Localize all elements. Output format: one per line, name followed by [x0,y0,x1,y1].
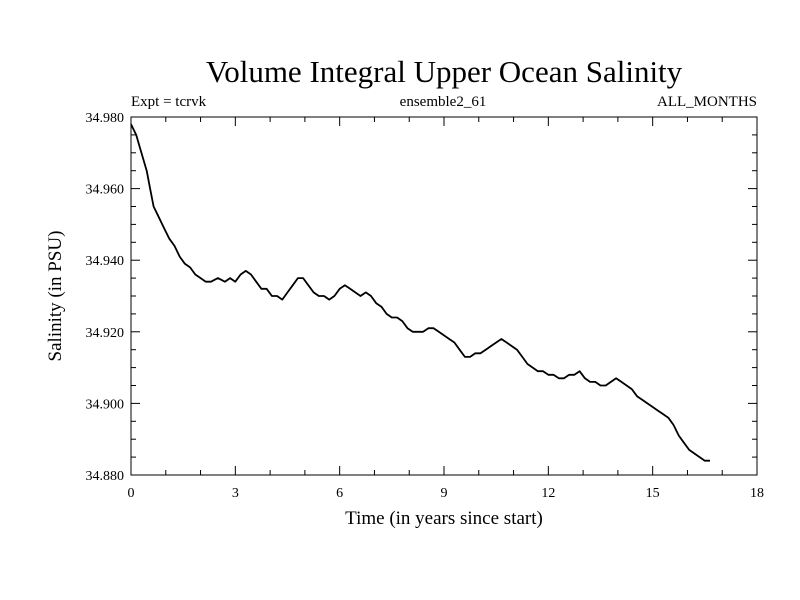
y-tick-label: 34.900 [86,397,125,412]
x-tick-label: 12 [541,486,555,501]
x-tick-label: 0 [128,486,135,501]
y-tick-label: 34.880 [86,469,125,484]
y-axis-label: Salinity (in PSU) [45,231,66,362]
salinity-series-line [130,123,710,462]
y-tick-label: 34.980 [86,111,125,126]
y-tick-label: 34.940 [86,254,125,269]
x-tick-label: 15 [646,486,660,501]
x-tick-label: 18 [750,486,764,501]
chart-title: Volume Integral Upper Ocean Salinity [206,54,683,89]
y-tick-label: 34.960 [86,183,125,198]
x-axis-label: Time (in years since start) [345,508,543,529]
x-tick-label: 3 [232,486,239,501]
x-tick-label: 9 [441,486,448,501]
y-axis: 34.880 34.900 34.920 34.940 34.960 34.980 [86,111,757,484]
x-tick-label: 6 [336,486,343,501]
series-layer [130,123,710,462]
y-tick-label: 34.920 [86,326,125,341]
subtitle-ensemble: ensemble2_61 [400,94,487,110]
subtitle-months: ALL_MONTHS [657,94,757,110]
x-axis: 0 3 6 9 12 15 18 [128,117,764,501]
subtitle-expt: Expt = tcrvk [131,94,207,110]
